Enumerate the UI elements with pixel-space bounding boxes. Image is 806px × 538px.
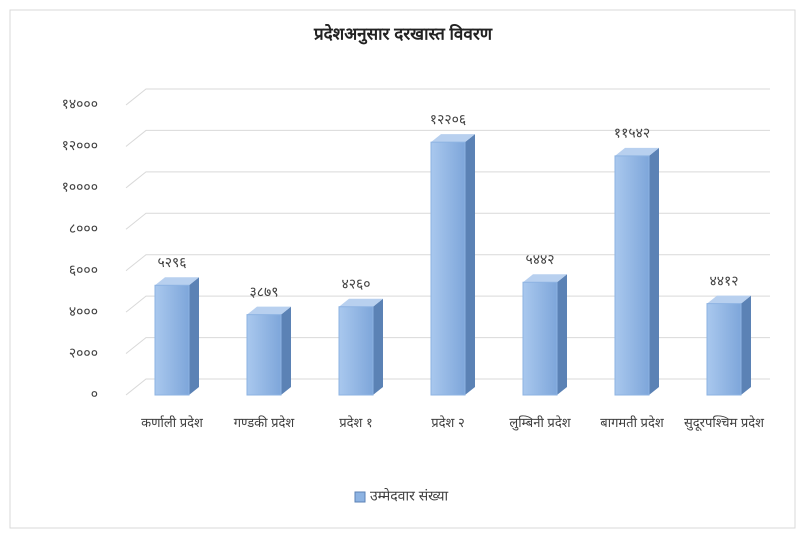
- bar: [154, 284, 190, 396]
- x-tick-label: लुम्बिनी प्रदेश: [509, 415, 571, 430]
- x-tick-label: गण्डकी प्रदेश: [233, 415, 295, 430]
- bar: [522, 281, 558, 396]
- bar: [706, 303, 742, 396]
- data-label: ५२९६: [157, 254, 186, 270]
- bar-side: [373, 298, 383, 395]
- data-label: ५४४२: [525, 251, 554, 267]
- y-tick-label: ०: [91, 386, 98, 402]
- bar-top: [431, 134, 475, 143]
- bar: [338, 306, 374, 396]
- bar: [614, 155, 650, 396]
- grid-line: [125, 212, 770, 230]
- bar-top: [155, 277, 199, 286]
- chart-border: [9, 9, 796, 529]
- grid-line: [125, 88, 770, 106]
- data-label: ४४१२: [709, 272, 738, 288]
- bar-side: [189, 277, 199, 395]
- y-tick-label: ८०००: [69, 220, 98, 236]
- grid-line: [125, 254, 770, 272]
- y-tick-label: १४०००: [62, 96, 98, 112]
- chart-title: प्रदेशअनुसार दरखास्त विवरण: [313, 23, 493, 44]
- x-tick-label: बागमती प्रदेश: [600, 415, 664, 430]
- bar: [246, 314, 282, 396]
- y-tick-label: १००००: [62, 179, 98, 195]
- data-label: ३८७९: [249, 283, 278, 299]
- bar-top: [247, 306, 291, 315]
- data-label: ४२६०: [341, 275, 370, 291]
- x-tick-label: प्रदेश १: [339, 415, 373, 430]
- data-label: ११५४२: [614, 125, 650, 141]
- bar-side: [281, 306, 291, 395]
- bar: [430, 141, 466, 396]
- bar-side: [649, 147, 659, 395]
- x-tick-label: प्रदेश २: [431, 415, 465, 430]
- y-tick-label: २०००: [69, 344, 98, 360]
- grid-line: [125, 171, 770, 189]
- bar-top: [615, 147, 659, 156]
- grid-line: [125, 129, 770, 147]
- y-tick-label: ६०००: [69, 261, 98, 277]
- x-tick-label: कर्णाली प्रदेश: [141, 415, 203, 430]
- bar-side: [741, 295, 751, 395]
- bar-top: [523, 274, 567, 283]
- bar-side: [465, 134, 475, 395]
- y-tick-label: १२०००: [62, 137, 98, 153]
- bar-top: [707, 295, 751, 304]
- legend-swatch: [354, 491, 366, 503]
- y-tick-label: ४०००: [69, 303, 98, 319]
- data-label: १२२०६: [430, 111, 466, 127]
- legend-label: उम्मेदवार संख्या: [370, 488, 448, 504]
- bar-top: [339, 298, 383, 307]
- x-tick-label: सुदूरपश्चिम प्रदेश: [683, 415, 765, 430]
- bar-side: [557, 274, 567, 395]
